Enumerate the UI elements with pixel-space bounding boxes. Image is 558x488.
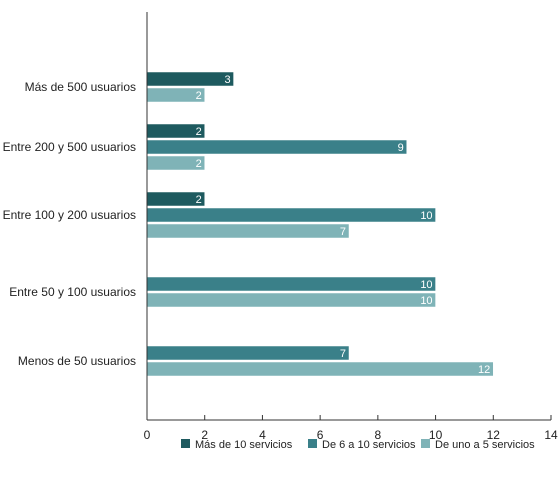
category-label: Menos de 50 usuarios xyxy=(18,354,136,368)
x-tick-label: 8 xyxy=(375,428,382,442)
bar-value-label: 2 xyxy=(196,90,202,102)
bar xyxy=(146,139,407,155)
category-labels: Más de 500 usuarios Entre 200 y 500 usuar… xyxy=(3,80,136,368)
category-label: Entre 50 y 100 usuarios xyxy=(9,285,136,299)
bar xyxy=(146,292,436,308)
bar xyxy=(146,361,494,377)
bar-value-label: 2 xyxy=(196,126,202,138)
legend-swatch xyxy=(421,439,430,448)
x-tick-label: 6 xyxy=(317,428,324,442)
category-label: Más de 500 usuarios xyxy=(25,80,136,94)
category-label: Entre 100 y 200 usuarios xyxy=(3,208,136,222)
bar xyxy=(146,345,350,361)
x-tick-label: 4 xyxy=(259,428,266,442)
bar-value-label: 2 xyxy=(196,194,202,206)
x-tick-label: 0 xyxy=(144,428,151,442)
x-tick-label: 14 xyxy=(544,428,558,442)
bar xyxy=(146,223,350,239)
bar-value-label: 12 xyxy=(478,364,490,376)
bar xyxy=(146,71,234,87)
bars-layer: 3 2 2 9 2 2 10 7 10 10 7 12 xyxy=(146,71,494,377)
bar-value-label: 7 xyxy=(340,348,346,360)
bar-value-label: 2 xyxy=(196,158,202,170)
bar-value-label: 10 xyxy=(420,279,432,291)
category-label: Entre 200 y 500 usuarios xyxy=(3,140,136,154)
bar-value-label: 10 xyxy=(420,210,432,222)
bar-value-label: 3 xyxy=(224,74,230,86)
bar-value-label: 10 xyxy=(420,295,432,307)
legend-swatch xyxy=(308,439,317,448)
bar-value-label: 9 xyxy=(398,142,404,154)
legend-label: Más de 10 servicios xyxy=(195,439,293,451)
bar xyxy=(146,207,436,223)
legend-swatch xyxy=(181,439,190,448)
legend: Más de 10 servicios De 6 a 10 servicios De… xyxy=(181,439,535,451)
legend-label: De 6 a 10 servicios xyxy=(322,439,416,451)
x-axis-ticks: 0 2 4 6 8 10 12 14 xyxy=(144,415,558,442)
x-tick-label: 10 xyxy=(429,428,443,442)
x-tick-label: 12 xyxy=(487,428,501,442)
bar-value-label: 7 xyxy=(340,226,346,238)
axes-layer xyxy=(146,12,551,421)
bar xyxy=(146,276,436,292)
legend-label: De uno a 5 servicios xyxy=(435,439,535,451)
x-tick-label: 2 xyxy=(201,428,208,442)
